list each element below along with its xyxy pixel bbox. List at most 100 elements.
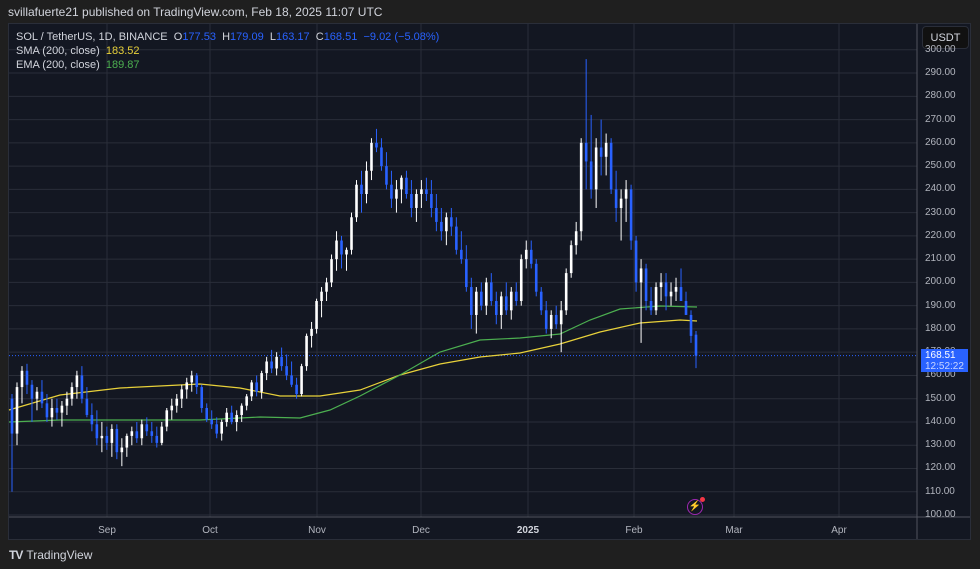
candle-body — [639, 268, 643, 283]
candle-body — [230, 412, 233, 422]
candle-body — [360, 184, 363, 195]
candle-body — [435, 207, 438, 222]
price-tick: 110.00 — [925, 485, 955, 497]
candle-body — [554, 314, 558, 325]
candle-body — [649, 301, 653, 311]
candle-body — [654, 287, 658, 311]
ema-row[interactable]: EMA (200, close) 189.87 — [16, 58, 439, 72]
tradingview-logo[interactable]: TV TradingView — [9, 548, 92, 562]
sma-value: 183.52 — [105, 45, 140, 57]
open-value: 177.53 — [182, 31, 216, 43]
candle-body — [514, 291, 518, 302]
symbol-label[interactable]: SOL / TetherUS, 1D, BINANCE — [16, 31, 168, 43]
candle-body — [355, 184, 358, 218]
lightning-icon[interactable]: ⚡ — [687, 497, 705, 515]
candle-body — [40, 391, 44, 404]
price-tick: 180.00 — [925, 322, 956, 334]
candle-body — [544, 310, 548, 329]
candle-body — [410, 194, 413, 208]
candle-body — [539, 291, 543, 311]
price-tick: 220.00 — [925, 229, 956, 241]
candle-body — [569, 245, 573, 274]
candle-body — [644, 268, 648, 302]
time-tick: Mar — [725, 525, 743, 536]
candle-body — [574, 231, 578, 246]
candle-body — [564, 273, 568, 311]
candle-body — [509, 291, 513, 311]
candle-body — [195, 375, 199, 388]
chart-legend: SOL / TetherUS, 1D, BINANCE O177.53 H179… — [16, 30, 439, 72]
candle-body — [330, 259, 333, 283]
price-tick: 300.00 — [925, 43, 956, 55]
candle-body — [185, 382, 189, 390]
candle-body — [290, 375, 293, 385]
candle-body — [265, 361, 268, 374]
notification-dot-icon — [700, 497, 705, 502]
candle-body — [350, 217, 353, 250]
time-tick: Dec — [412, 525, 430, 536]
candle-body — [460, 249, 463, 260]
candle-body — [395, 189, 398, 199]
published-by-text: svillafuerte21 published on TradingView.… — [8, 5, 383, 19]
candle-body — [170, 405, 174, 411]
brand-name: TradingView — [26, 548, 93, 562]
candle-body — [150, 431, 154, 436]
candle-body — [345, 249, 348, 255]
candle-body — [420, 189, 423, 195]
candle-body — [70, 387, 74, 399]
price-tick: 190.00 — [925, 299, 956, 311]
candle-body — [624, 189, 628, 199]
candle-body — [30, 384, 34, 399]
candle-body — [489, 282, 493, 302]
price-tick: 160.00 — [925, 369, 956, 381]
price-tick: 290.00 — [925, 67, 956, 79]
chart-pane[interactable] — [8, 23, 971, 540]
candle-body — [400, 177, 403, 190]
candle-body — [499, 296, 503, 315]
candle-body — [245, 396, 248, 406]
candle-body — [115, 428, 119, 453]
candle-body — [380, 147, 383, 167]
time-tick: Feb — [625, 525, 643, 536]
candle-body — [320, 291, 323, 302]
price-tick: 280.00 — [925, 90, 956, 102]
candle-body — [210, 419, 214, 425]
price-tick: 120.00 — [925, 462, 956, 474]
candle-body — [430, 194, 433, 208]
candle-body — [270, 361, 273, 369]
last-price: 168.51 — [925, 350, 956, 361]
candle-body — [235, 414, 238, 422]
candle-body — [45, 403, 49, 418]
candle-body — [110, 428, 114, 443]
candle-body — [220, 421, 223, 434]
currency-button[interactable]: USDT — [922, 26, 969, 49]
candle-body — [534, 263, 538, 292]
sma-line — [8, 319, 698, 411]
candle-body — [145, 424, 149, 432]
candle-body — [180, 389, 184, 399]
price-tick: 200.00 — [925, 276, 956, 288]
candle-body — [450, 217, 453, 227]
candle-body — [95, 424, 99, 439]
candle-body — [684, 301, 688, 315]
sma-row[interactable]: SMA (200, close) 183.52 — [16, 44, 439, 58]
candle-body — [689, 314, 693, 336]
candle-body — [480, 291, 483, 306]
candle-body — [285, 366, 288, 376]
candle-body — [190, 375, 194, 383]
tv-logo-icon: TV — [9, 548, 23, 562]
candle-body — [664, 282, 668, 297]
candle-body — [549, 314, 553, 329]
candle-body — [674, 287, 678, 292]
candle-body — [10, 398, 14, 434]
candle-body — [604, 142, 608, 157]
candle-body — [619, 198, 623, 208]
candle-body — [260, 373, 263, 392]
price-tick: 130.00 — [925, 439, 956, 451]
candle-body — [50, 408, 54, 418]
candle-body — [370, 142, 373, 171]
candle-body — [465, 259, 468, 288]
ema-label: EMA (200, close) — [16, 59, 100, 71]
time-tick: Apr — [831, 525, 847, 536]
